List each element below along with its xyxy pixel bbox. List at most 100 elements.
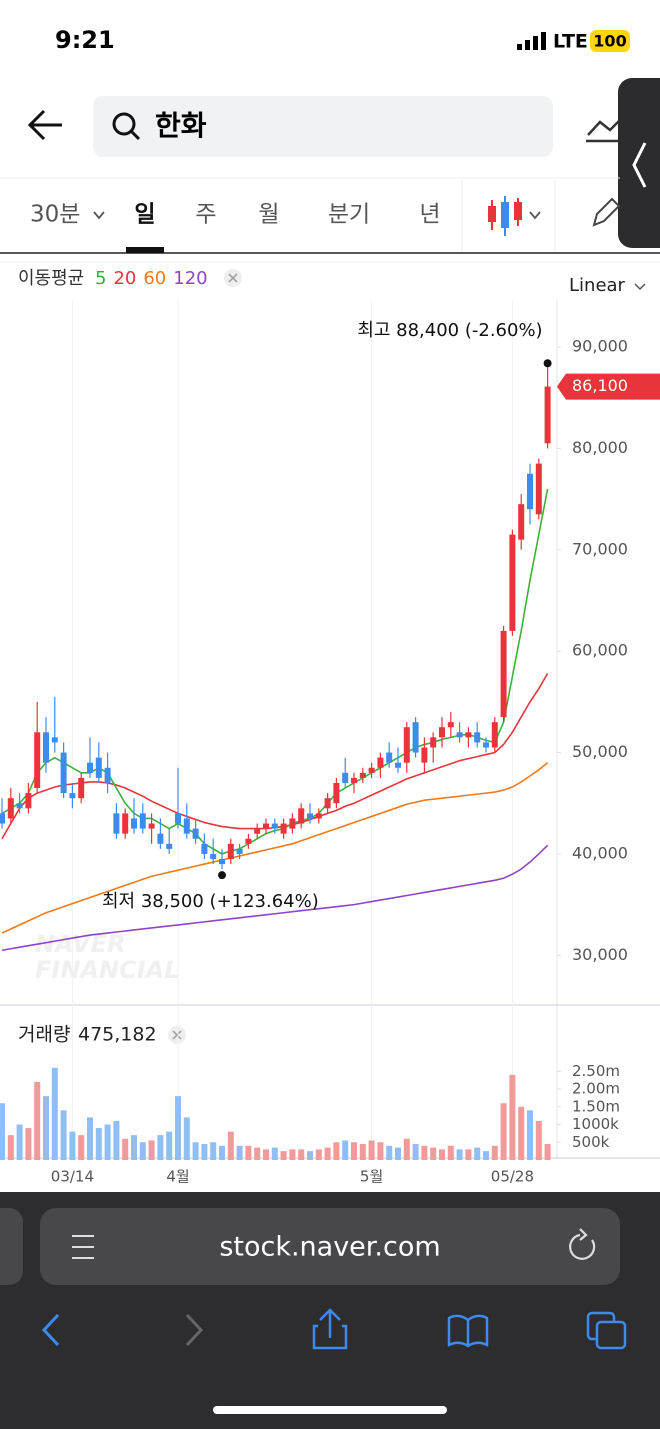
volume-bar [122,1138,129,1160]
back-button[interactable] [27,109,62,141]
volume-bar [342,1140,349,1160]
forward-nav[interactable] [185,1313,204,1347]
share-icon[interactable] [312,1308,348,1350]
prev-tab[interactable] [0,1208,23,1285]
battery-icon [590,30,630,52]
volume-bar [95,1128,102,1160]
high-marker [543,359,552,368]
candle-body [69,793,76,799]
candle-body [527,473,533,510]
volume-bar [447,1145,454,1160]
reader-icon[interactable] [72,1235,94,1259]
network-label: LTE [553,31,588,53]
search-box[interactable] [93,96,553,157]
period-tab[interactable]: 일 [134,202,155,228]
volume-bar [175,1096,181,1160]
side-handle[interactable] [618,78,660,248]
period-tab[interactable]: 30분 [30,202,80,228]
candle-body [439,727,445,738]
volume-bar [60,1110,67,1160]
candle-body [25,793,32,809]
ma-line [1,673,549,840]
candle-body [351,777,357,783]
candle-body [175,813,181,824]
high-annotation: 최고 88,400 (-2.60%) [357,320,542,341]
volume-bar [78,1135,85,1160]
volume-bar [491,1145,498,1160]
volume-bar [289,1149,296,1160]
low-marker [218,871,226,880]
candle-body [245,838,252,844]
volume-bar [359,1144,366,1160]
watermark: NAVER [35,930,125,958]
bookmarks-icon[interactable] [447,1314,489,1348]
volume-bar [324,1147,331,1160]
candle-body [157,833,164,844]
candle-body [131,818,137,829]
volume-bar [51,1067,58,1160]
volume-bar [509,1074,516,1160]
volume-bar [280,1151,287,1160]
candle-body [359,772,366,778]
volume-bar [166,1131,173,1160]
candle-body [377,757,384,768]
draw-tool-icon[interactable] [592,197,621,227]
signal-icon [517,32,546,50]
volume-bar [518,1106,525,1160]
dropdown-icon [529,211,541,220]
volume-bar [403,1138,410,1160]
candle-body [403,727,410,763]
tabs-icon [595,1320,627,1350]
candle-body [544,386,551,444]
volume-bar [183,1117,190,1160]
candle-body [280,823,287,834]
scale-selector[interactable]: Linear [569,275,626,296]
volume-bar [351,1142,357,1160]
legend-entry: 5 [95,268,106,289]
volume-bar [236,1145,243,1160]
volume-bar [157,1135,164,1160]
candle-body [219,859,225,865]
status-time: 9:21 [55,26,115,54]
y-tick-label: 1000k [572,1115,619,1133]
candle-body [491,722,498,748]
address-bar[interactable] [40,1208,620,1285]
candle-body [483,742,489,748]
volume-bar [148,1140,155,1160]
back-nav[interactable] [41,1313,60,1347]
candle-type-icon[interactable] [488,196,522,236]
volume-bar [201,1144,208,1160]
period-tab[interactable]: 월 [258,202,279,228]
candle-body [95,757,102,778]
candle-body [518,504,525,540]
volume-bar [0,1103,5,1160]
volume-bar [465,1149,472,1160]
volume-bar [368,1140,375,1160]
dropdown-icon [634,283,646,291]
candle-body [0,813,5,824]
legend-entry: 120 [173,268,207,289]
candle-body [333,782,340,804]
candle-body [236,848,243,854]
price-tag-label: 86,100 [572,376,628,395]
volume-bar [307,1151,313,1160]
volume-bar [192,1142,199,1160]
y-tick-label: 1.50m [572,1097,620,1115]
chart-icon[interactable] [586,119,621,143]
candle-body [104,767,111,783]
reload-icon[interactable] [569,1228,596,1260]
volume-bar [43,1096,49,1160]
candle-body [78,777,85,799]
close-legend-x [228,273,238,283]
candle-body [456,732,463,738]
period-tab[interactable]: 분기 [328,202,370,228]
candle-body [474,732,481,743]
candle-body [263,823,269,829]
candle-body [368,767,375,773]
volume-bar [377,1142,384,1160]
volume-bar [87,1117,93,1160]
period-tab[interactable]: 주 [195,202,216,228]
candle-body [509,534,516,631]
candle-body [7,798,14,819]
period-tab[interactable]: 년 [419,202,440,228]
